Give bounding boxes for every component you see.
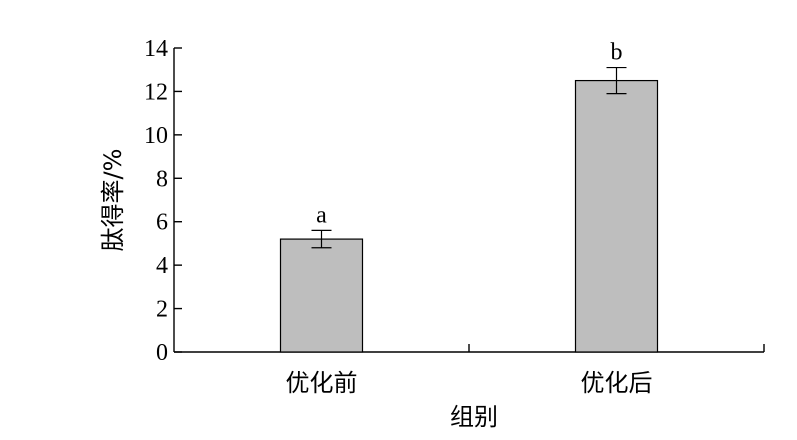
bar xyxy=(574,79,659,353)
significance-label: b xyxy=(611,40,623,66)
y-tick-label: 8 xyxy=(156,166,168,192)
y-tick-label: 6 xyxy=(156,210,168,236)
y-tick-label: 2 xyxy=(156,297,168,323)
significance-label: a xyxy=(316,202,327,228)
y-tick-label: 14 xyxy=(144,36,168,62)
x-axis-title: 组别 xyxy=(450,403,498,431)
y-tick-label: 10 xyxy=(144,123,168,149)
x-category-label: 优化前 xyxy=(286,369,358,397)
bars: ab xyxy=(279,40,659,353)
y-axis-title: 肽得率/% xyxy=(99,149,127,252)
y-tick-label: 12 xyxy=(144,79,168,105)
x-category-label: 优化后 xyxy=(581,369,653,397)
y-tick-label: 0 xyxy=(156,340,168,366)
axes: 0 2 4 6 8 10 12 14 优化前 优化后 xyxy=(144,36,765,397)
bar xyxy=(279,238,364,353)
y-tick-label: 4 xyxy=(156,253,168,279)
